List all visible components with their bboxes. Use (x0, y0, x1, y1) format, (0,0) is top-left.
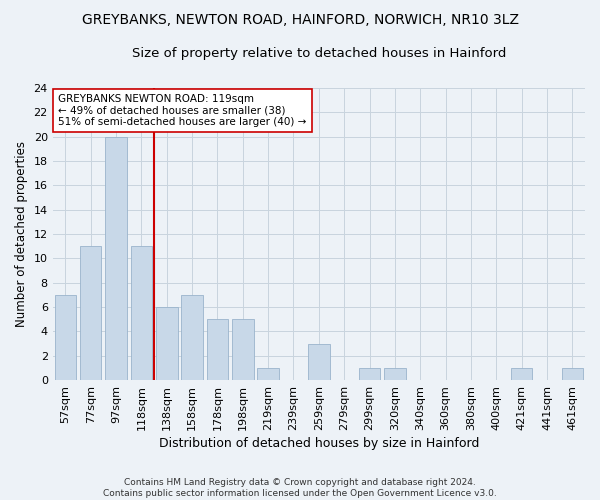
Text: Contains HM Land Registry data © Crown copyright and database right 2024.
Contai: Contains HM Land Registry data © Crown c… (103, 478, 497, 498)
X-axis label: Distribution of detached houses by size in Hainford: Distribution of detached houses by size … (158, 437, 479, 450)
Text: GREYBANKS NEWTON ROAD: 119sqm
← 49% of detached houses are smaller (38)
51% of s: GREYBANKS NEWTON ROAD: 119sqm ← 49% of d… (58, 94, 307, 127)
Title: Size of property relative to detached houses in Hainford: Size of property relative to detached ho… (131, 48, 506, 60)
Bar (232, 319, 254, 380)
Bar (562, 368, 583, 380)
Bar (257, 368, 279, 380)
Bar (511, 368, 532, 380)
Y-axis label: Number of detached properties: Number of detached properties (15, 141, 28, 327)
Text: GREYBANKS, NEWTON ROAD, HAINFORD, NORWICH, NR10 3LZ: GREYBANKS, NEWTON ROAD, HAINFORD, NORWIC… (82, 12, 518, 26)
Bar (80, 246, 101, 380)
Bar (359, 368, 380, 380)
Bar (206, 319, 228, 380)
Bar (55, 295, 76, 380)
Bar (181, 295, 203, 380)
Bar (384, 368, 406, 380)
Bar (131, 246, 152, 380)
Bar (105, 136, 127, 380)
Bar (308, 344, 329, 380)
Bar (156, 307, 178, 380)
